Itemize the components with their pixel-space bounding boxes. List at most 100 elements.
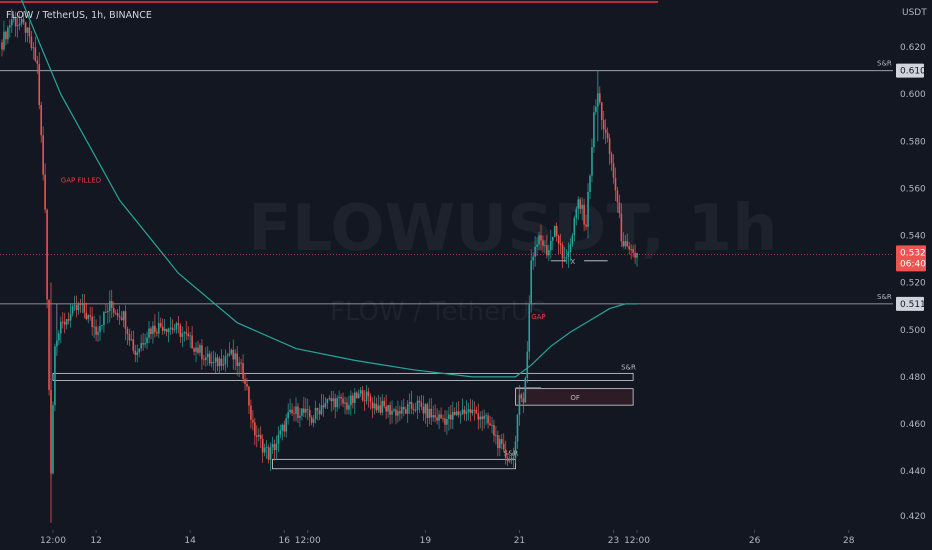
candle-body: [406, 404, 409, 414]
candle-body: [322, 405, 325, 408]
candle-body: [91, 316, 93, 327]
candle-body: [442, 418, 444, 420]
candle-body: [175, 323, 178, 330]
candle-body: [450, 414, 452, 420]
candle-body: [205, 357, 207, 361]
candle-body: [81, 303, 84, 305]
candle-body: [1, 42, 3, 50]
candle-body: [538, 235, 540, 245]
candle-body: [403, 407, 405, 410]
candle-body: [320, 405, 323, 415]
candle-body: [355, 392, 358, 399]
candle-body: [624, 241, 627, 247]
candle-body: [457, 411, 460, 415]
candle-body: [487, 415, 489, 424]
candle-body: [187, 333, 189, 337]
candle-body: [107, 310, 109, 313]
candle-body: [557, 235, 560, 244]
candle-body: [3, 31, 5, 50]
candle-body: [67, 319, 70, 321]
candle-body: [428, 408, 431, 418]
price-scale[interactable]: USDT 0.440 0.460 0.480 0.500 0.520 0.540 0.560…: [896, 8, 927, 522]
candle-body: [493, 424, 495, 436]
candle-body: [412, 408, 415, 411]
price-scale-currency: USDT: [902, 8, 927, 18]
candle-body: [73, 305, 76, 307]
candle-body: [306, 409, 309, 410]
candle-body: [287, 412, 289, 419]
candle-body: [158, 323, 160, 334]
candle-body: [118, 316, 121, 318]
candle-body: [246, 383, 248, 387]
annotation-label: GAP: [531, 313, 545, 321]
symbol-title: FLOW / TetherUS, 1h, BINANCE: [6, 10, 152, 21]
candle-body: [583, 205, 585, 225]
candle-body: [342, 398, 344, 404]
zone-box: [515, 388, 634, 406]
candle-body: [220, 358, 223, 366]
candle-body: [14, 18, 17, 27]
candle-body: [522, 398, 525, 403]
candle-body: [350, 395, 352, 406]
candle-body: [418, 400, 421, 403]
candle-body: [595, 106, 597, 113]
candle-body: [469, 409, 472, 414]
candle-body: [336, 398, 338, 408]
candle-body: [524, 378, 527, 403]
price-tick-label: 0.480: [900, 373, 926, 383]
candle-body: [256, 435, 258, 437]
candle-body: [530, 260, 532, 305]
candle-body: [520, 394, 523, 399]
candle-body: [452, 412, 454, 420]
candle-body: [193, 348, 195, 352]
candle-body: [610, 153, 613, 164]
candle-body: [453, 412, 456, 415]
candle-body: [226, 355, 229, 357]
time-scale[interactable]: 12:00 12 14 16 12:00 19 21 23 12:00 26 28: [40, 530, 855, 546]
candle-body: [203, 359, 205, 361]
candle-body: [602, 120, 605, 130]
candle-body: [528, 304, 531, 352]
candle-body: [69, 313, 72, 321]
candle-body: [173, 329, 176, 331]
candle-body: [553, 225, 556, 237]
candle-body: [60, 321, 62, 334]
price-tick-label: 0.500: [900, 326, 926, 336]
candle-body: [291, 409, 293, 414]
candle-body: [232, 349, 235, 360]
candle-body: [416, 400, 419, 411]
candle-body: [146, 337, 148, 344]
candle-body: [30, 36, 33, 48]
candle-body: [26, 27, 29, 33]
candle-body: [224, 356, 227, 365]
candle-body: [152, 325, 154, 334]
candle-body: [324, 403, 327, 408]
candle-body: [365, 391, 368, 402]
candle-body: [426, 404, 429, 418]
zone-box: [272, 458, 516, 470]
candle-body: [165, 328, 168, 332]
candle-body: [293, 413, 295, 414]
candle-body: [308, 409, 311, 418]
candle-body: [542, 240, 544, 246]
candle-body: [42, 135, 44, 175]
candle-body: [410, 402, 413, 409]
candle-body: [130, 339, 133, 341]
zone-box: [52, 372, 634, 381]
candle-body: [599, 93, 601, 103]
candle-body: [71, 306, 74, 314]
candle-body: [283, 424, 286, 432]
candle-body: [34, 47, 37, 61]
candle-body: [297, 406, 299, 418]
candle-body: [295, 406, 297, 414]
candle-body: [559, 243, 562, 246]
candle-body: [446, 419, 448, 425]
candle-body: [357, 393, 360, 399]
candle-body: [628, 246, 630, 250]
time-tick-label: 28: [843, 536, 855, 546]
candle-body: [134, 350, 137, 355]
candle-body: [544, 245, 546, 247]
candle-body: [159, 323, 162, 327]
candle-body: [238, 362, 240, 367]
